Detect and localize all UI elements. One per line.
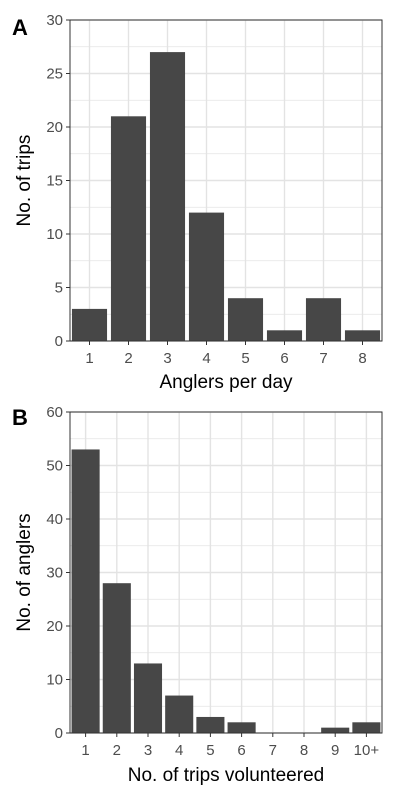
bar-2 <box>102 583 131 733</box>
x-tick-label: 2 <box>113 742 121 759</box>
x-tick-label: 4 <box>175 742 183 759</box>
x-tick-label: 3 <box>144 742 152 759</box>
x-tick-label: 8 <box>358 350 366 367</box>
bar-4 <box>165 695 194 733</box>
x-tick-label: 6 <box>280 350 288 367</box>
y-tick-label: 20 <box>46 119 63 136</box>
y-tick-label: 60 <box>46 404 63 421</box>
y-tick-label: 5 <box>55 280 63 297</box>
y-tick-label: 10 <box>46 226 63 243</box>
bar-5 <box>196 716 225 733</box>
bar-2 <box>110 116 147 341</box>
panel-a: 0 5 10 15 20 25 30 1 2 3 4 5 6 7 8 Anglers per day No. o… <box>12 12 383 393</box>
x-axis-title: Anglers per day <box>159 372 293 393</box>
y-axis-title: No. of anglers <box>14 513 35 631</box>
bar-8 <box>344 330 381 341</box>
x-tick-label: 9 <box>331 742 339 759</box>
bar-3 <box>149 52 186 341</box>
bar-10plus <box>352 722 381 733</box>
bar-9 <box>321 727 350 733</box>
panel-tag: B <box>12 405 28 430</box>
x-tick-label: 4 <box>202 350 210 367</box>
bar-3 <box>133 663 163 733</box>
bar-4 <box>188 212 225 341</box>
x-tick-label: 2 <box>124 350 132 367</box>
panel-tag: A <box>12 15 28 40</box>
y-tick-label: 30 <box>46 565 63 582</box>
x-axis-title: No. of trips volunteered <box>128 765 324 786</box>
bar-6 <box>266 330 303 341</box>
x-tick-label: 5 <box>241 350 249 367</box>
y-tick-label: 30 <box>46 12 63 29</box>
panel-b: 0 10 20 30 40 50 60 1 2 3 4 5 6 7 8 9 10+ No. of trips vo… <box>12 404 383 786</box>
bar-6 <box>227 722 256 733</box>
x-tick-label: 10+ <box>354 742 380 759</box>
y-tick-label: 0 <box>55 725 63 742</box>
x-tick-label: 1 <box>85 350 93 367</box>
x-tick-label: 7 <box>269 742 277 759</box>
bar-1 <box>71 308 108 341</box>
y-tick-label: 10 <box>46 672 63 689</box>
y-tick-label: 40 <box>46 511 63 528</box>
x-tick-label: 1 <box>81 742 89 759</box>
y-tick-label: 50 <box>46 458 63 475</box>
y-tick-label: 0 <box>55 333 63 350</box>
bar-1 <box>71 449 100 733</box>
bar-5 <box>227 298 264 341</box>
x-tick-label: 3 <box>163 350 171 367</box>
y-tick-label: 20 <box>46 618 63 635</box>
y-tick-label: 25 <box>46 66 63 83</box>
x-tick-label: 7 <box>319 350 327 367</box>
x-tick-label: 5 <box>206 742 214 759</box>
y-axis-title: No. of trips <box>14 135 35 227</box>
y-tick-label: 15 <box>46 173 63 190</box>
x-tick-label: 8 <box>300 742 308 759</box>
bar-7 <box>305 298 342 341</box>
x-tick-label: 6 <box>237 742 245 759</box>
